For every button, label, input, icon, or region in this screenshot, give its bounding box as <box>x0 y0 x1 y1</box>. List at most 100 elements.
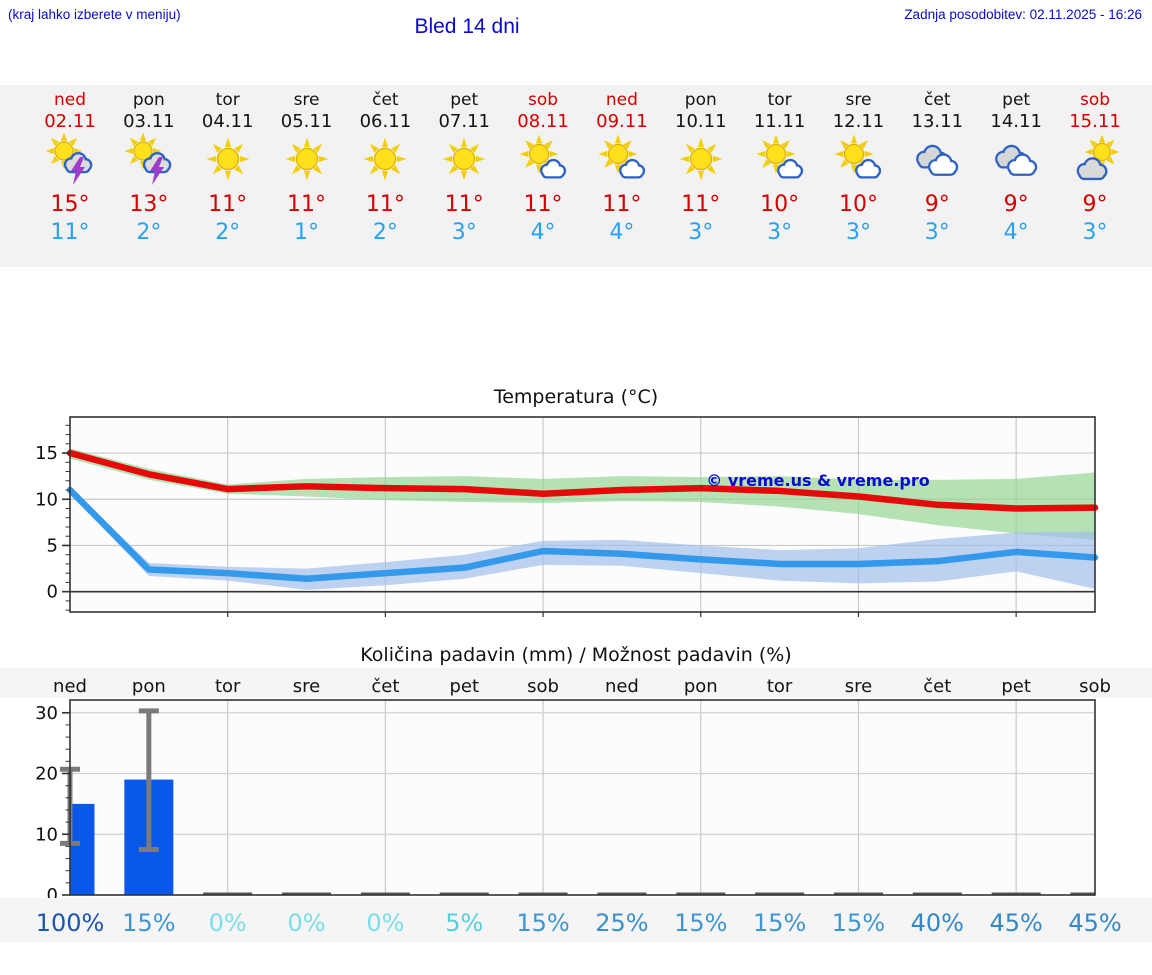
forecast-day-3: tor 04.11 11° 2° <box>189 85 267 247</box>
precip-zero-mark <box>1070 892 1095 895</box>
precip-day-label: sre <box>845 676 872 697</box>
cloudy-icon <box>898 133 976 189</box>
precip-zero-mark <box>518 892 568 895</box>
day-date: 04.11 <box>201 111 254 132</box>
temperature-chart-title: Temperatura (°C) <box>493 386 659 408</box>
day-name: čet <box>372 90 399 110</box>
day-date: 07.11 <box>438 111 490 132</box>
high-temperature: 11° <box>365 192 405 217</box>
precip-probability: 0% <box>366 909 404 937</box>
day-date: 03.11 <box>123 111 175 132</box>
precip-day-label: pet <box>1001 676 1031 697</box>
precip-probability: 100% <box>36 909 105 937</box>
forecast-day-6: pet 07.11 11° 3° <box>425 85 503 247</box>
day-name: sob <box>528 90 559 110</box>
forecast-day-7: sob 08.11 11° 4° <box>504 85 582 247</box>
watermark: © vreme.us & vreme.pro <box>706 471 929 490</box>
partly-cloudy-icon <box>583 133 661 189</box>
low-temperature: 4° <box>1003 220 1029 245</box>
high-temperature: 11° <box>602 192 642 217</box>
forecast-day-10: tor 11.11 10° 3° <box>741 85 819 247</box>
precip-zero-mark <box>439 892 489 895</box>
precip-day-label: sob <box>1079 676 1111 697</box>
day-date: 13.11 <box>911 111 964 132</box>
y-tick-label: 5 <box>47 535 58 556</box>
y-tick-label: 0 <box>47 885 58 906</box>
probability-row <box>0 898 1152 942</box>
sun-thunderstorm-icon <box>110 133 188 189</box>
high-temperature: 11° <box>444 192 484 217</box>
forecast-day-14: sob 15.11 9° 3° <box>1056 85 1134 247</box>
day-label-row <box>0 668 1152 698</box>
low-temperature: 11° <box>50 220 90 245</box>
precip-zero-mark <box>203 892 253 895</box>
day-name: ned <box>53 90 87 110</box>
last-update-timestamp: Zadnja posodobitev: 02.11.2025 - 16:26 <box>904 7 1142 22</box>
high-temperature: 10° <box>838 192 878 217</box>
sun-thunderstorm-icon <box>31 133 109 189</box>
y-tick-label: 10 <box>35 489 58 510</box>
low-temperature: 3° <box>688 220 714 245</box>
day-name: pon <box>132 90 165 110</box>
forecast-day-1: ned 02.11 15° 11° <box>31 85 109 247</box>
day-name: čet <box>924 90 951 110</box>
precip-probability: 45% <box>989 909 1042 937</box>
partly-cloudy-icon <box>741 133 819 189</box>
cloudy-icon <box>977 133 1055 189</box>
forecast-strip: ned 02.11 15° 11° pon 03.11 13° 2° tor 04.11 11° 2°… <box>0 85 1152 267</box>
sunny-icon <box>189 133 267 189</box>
precip-zero-mark <box>912 892 962 895</box>
min-temperature-line <box>66 486 1099 582</box>
precip-plot-border <box>69 699 1096 896</box>
high-temperature: 11° <box>208 192 248 217</box>
day-name: tor <box>767 90 792 110</box>
day-date: 08.11 <box>517 111 569 132</box>
day-date: 14.11 <box>990 111 1042 132</box>
precip-zero-mark <box>833 892 883 895</box>
precipitation-chart-title: Količina padavin (mm) / Možnost padavin … <box>360 644 792 666</box>
precip-probability: 5% <box>445 909 483 937</box>
low-temperature: 4° <box>530 220 556 245</box>
day-date: 15.11 <box>1069 111 1121 132</box>
partly-cloudy-icon <box>819 133 897 189</box>
temp-plot-border <box>69 416 1096 613</box>
y-tick-label: 30 <box>35 703 58 724</box>
day-date: 05.11 <box>280 111 333 132</box>
y-tick-label: 20 <box>35 764 58 785</box>
location-hint: (kraj lahko izberete v meniju) <box>8 7 181 22</box>
forecast-day-11: sre 12.11 10° 3° <box>819 85 897 247</box>
max-temperature-line <box>66 449 1099 512</box>
precip-probability: 15% <box>753 909 806 937</box>
day-name: pet <box>450 90 479 110</box>
day-date: 12.11 <box>832 111 885 132</box>
mostly-cloudy-icon <box>1056 133 1134 189</box>
day-name: sre <box>293 90 320 110</box>
precip-day-label: pet <box>449 676 479 697</box>
precip-day-label: tor <box>767 676 793 697</box>
partly-cloudy-icon <box>504 133 582 189</box>
day-name: pet <box>1002 90 1031 110</box>
day-name: ned <box>605 90 638 110</box>
day-name: pon <box>684 90 717 110</box>
low-temperature: 3° <box>451 220 477 245</box>
low-temperature: 3° <box>924 220 950 245</box>
low-temperature: 2° <box>372 220 398 245</box>
precip-zero-mark <box>755 892 805 895</box>
precip-day-label: pon <box>132 676 166 697</box>
precip-probability: 15% <box>516 909 569 937</box>
precip-day-label: tor <box>215 676 241 697</box>
precip-day-label: pon <box>684 676 718 697</box>
precip-zero-mark <box>360 892 410 895</box>
low-temperature: 2° <box>215 220 241 245</box>
high-temperature: 13° <box>129 192 169 217</box>
day-name: tor <box>215 90 240 110</box>
high-temperature: 15° <box>50 192 90 217</box>
day-date: 10.11 <box>675 111 727 132</box>
high-temperature: 10° <box>760 192 800 217</box>
forecast-day-9: pon 10.11 11° 3° <box>662 85 740 247</box>
day-date: 06.11 <box>359 111 412 132</box>
high-temperature: 9° <box>1082 192 1108 217</box>
forecast-day-5: čet 06.11 11° 2° <box>346 85 424 247</box>
precip-plot-area <box>70 700 1095 895</box>
precip-day-label: sob <box>527 676 559 697</box>
